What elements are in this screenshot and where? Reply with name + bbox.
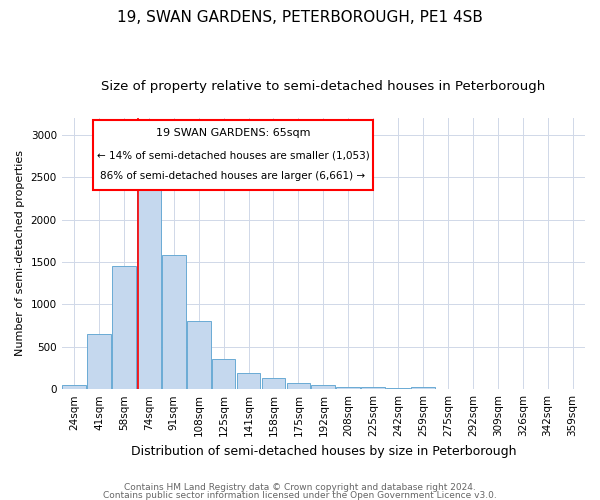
Text: 19 SWAN GARDENS: 65sqm: 19 SWAN GARDENS: 65sqm: [156, 128, 310, 138]
Bar: [137, 177, 161, 389]
Bar: [262, 378, 286, 389]
Bar: [287, 383, 310, 389]
Bar: [361, 388, 385, 389]
FancyBboxPatch shape: [93, 120, 373, 190]
Bar: [212, 360, 235, 389]
Text: Contains HM Land Registry data © Crown copyright and database right 2024.: Contains HM Land Registry data © Crown c…: [124, 484, 476, 492]
Bar: [62, 385, 86, 389]
Text: 86% of semi-detached houses are larger (6,661) →: 86% of semi-detached houses are larger (…: [100, 171, 365, 181]
Bar: [386, 388, 410, 389]
Bar: [162, 255, 185, 389]
Text: 19, SWAN GARDENS, PETERBOROUGH, PE1 4SB: 19, SWAN GARDENS, PETERBOROUGH, PE1 4SB: [117, 10, 483, 25]
Text: Contains public sector information licensed under the Open Government Licence v3: Contains public sector information licen…: [103, 490, 497, 500]
Y-axis label: Number of semi-detached properties: Number of semi-detached properties: [15, 150, 25, 356]
Bar: [237, 374, 260, 389]
Text: ← 14% of semi-detached houses are smaller (1,053): ← 14% of semi-detached houses are smalle…: [97, 150, 370, 160]
Bar: [187, 322, 211, 389]
Bar: [87, 334, 111, 389]
Title: Size of property relative to semi-detached houses in Peterborough: Size of property relative to semi-detach…: [101, 80, 545, 93]
X-axis label: Distribution of semi-detached houses by size in Peterborough: Distribution of semi-detached houses by …: [131, 444, 516, 458]
Bar: [311, 385, 335, 389]
Bar: [112, 266, 136, 389]
Bar: [337, 386, 360, 389]
Bar: [411, 386, 435, 389]
